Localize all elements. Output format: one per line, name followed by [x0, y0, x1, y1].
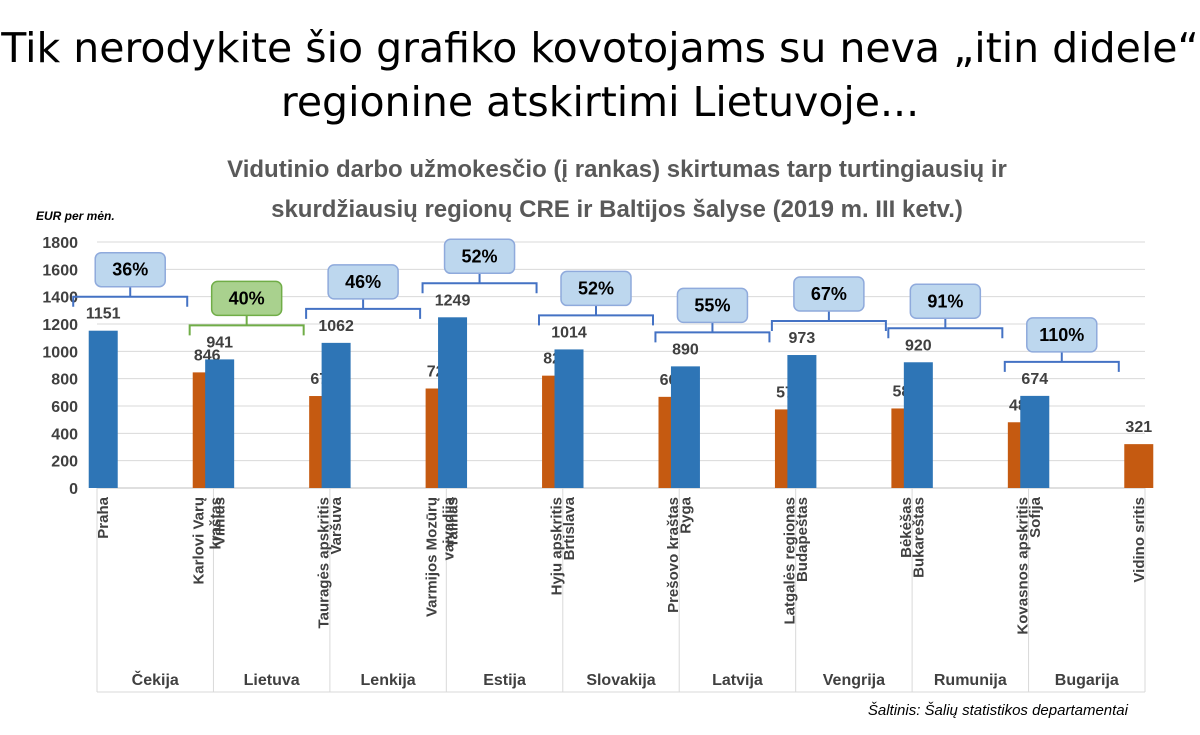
bar-rich	[1020, 395, 1050, 488]
gap-bracket	[305, 298, 422, 319]
gap-callout-label: 52%	[462, 246, 498, 266]
group-label: Rumunija	[934, 672, 1007, 689]
gap-callout-box	[676, 287, 749, 324]
y-tick-label: 1000	[42, 344, 78, 361]
group-label: Vengrija	[823, 672, 885, 689]
headline-line-1: Tik nerodykite šio grafiko kovotojams su…	[1, 24, 1199, 72]
y-tick-label: 400	[51, 426, 78, 443]
data-label-poor: 321	[1125, 419, 1152, 436]
y-tick-label: 0	[69, 481, 78, 498]
data-label-rich: 1151	[86, 306, 121, 323]
y-tick-label: 200	[51, 454, 78, 471]
group-label: Latvija	[712, 672, 763, 689]
category-label-rich: Praha	[95, 496, 112, 538]
y-tick-label: 1200	[42, 317, 78, 334]
bar-rich	[321, 342, 351, 488]
bar-rich	[903, 362, 933, 488]
data-label-rich: 941	[206, 334, 233, 351]
category-label-poor: Hyju apskritis	[549, 497, 566, 595]
y-tick-label: 600	[51, 399, 78, 416]
gap-bracket	[1003, 351, 1120, 372]
gap-callout-label: 52%	[578, 278, 614, 298]
category-label-rich: Bukareštas	[910, 497, 927, 578]
gap-bracket	[188, 315, 305, 336]
bar-rich	[205, 359, 235, 488]
data-label-rich: 1062	[318, 318, 354, 335]
gap-callout-label: 40%	[229, 288, 265, 308]
bar-rich	[787, 355, 817, 488]
category-label-rich: Talinas	[445, 497, 462, 548]
data-label-rich: 1249	[435, 292, 471, 309]
bar-rich	[670, 366, 700, 488]
bar-poor	[1124, 444, 1154, 488]
gap-callout-label: 110%	[1039, 325, 1084, 345]
gap-callout-box	[560, 270, 632, 307]
category-label-rich: Sofija	[1027, 496, 1044, 537]
y-axis-label: EUR per mėn.	[36, 209, 115, 223]
gap-callout-label: 46%	[345, 272, 381, 292]
data-label-rich: 973	[789, 330, 816, 347]
group-label: Lietuva	[244, 672, 300, 689]
gap-callout-label: 67%	[811, 284, 847, 304]
gap-callout-box	[793, 276, 865, 312]
data-label-rich: 890	[672, 341, 699, 358]
y-axis-ticks: 0 200 400 600 800 1000 1200 1400 1600 1800	[42, 235, 78, 498]
y-tick-label: 800	[51, 372, 78, 389]
gap-bracket	[887, 318, 1004, 339]
y-tick-label: 1800	[42, 235, 78, 252]
category-label-poor: Prešovo kraštas	[665, 497, 682, 613]
group-label: Čekija	[132, 670, 179, 689]
bar-rich	[438, 317, 468, 488]
gap-bracket	[72, 286, 189, 307]
gap-callout-box	[210, 280, 283, 317]
gap-callout-box	[443, 238, 516, 275]
y-tick-label: 1600	[42, 262, 78, 279]
chart-title-line-1: Vidutinio darbo užmokesčio (į rankas) sk…	[227, 156, 1007, 183]
gap-callout-label: 55%	[694, 295, 730, 315]
group-label: Slovakija	[586, 672, 655, 689]
source-note: Šaltinis: Šalių statistikos departamenta…	[867, 702, 1128, 719]
category-label-poor: vaivadija	[441, 496, 458, 560]
gap-callout-box	[327, 264, 399, 300]
category-label-poor: Karlovi Varų	[191, 497, 208, 585]
group-label: Estija	[483, 672, 526, 689]
category-label-rich: Varšuva	[328, 496, 345, 554]
data-label-rich: 1014	[551, 324, 587, 341]
group-label: Bugarija	[1055, 672, 1119, 689]
gap-callouts: 36% 40% 46% 52% 52% 55% 67% 91% 110%	[72, 238, 1120, 372]
category-label-poor: Latgalės regionas	[781, 497, 798, 625]
group-label: Lenkija	[361, 672, 416, 689]
bar-rich	[88, 330, 118, 488]
chart-title-line-2: skurdžiausių regionų CRE ir Baltijos šal…	[271, 196, 963, 223]
category-label-poor: Bėkėšas	[898, 497, 915, 558]
gap-callout-box	[909, 283, 982, 320]
gap-callout-label: 91%	[927, 291, 963, 311]
y-tick-label: 1400	[42, 290, 78, 307]
data-label-rich: 920	[905, 337, 932, 354]
gap-bracket	[654, 322, 771, 343]
category-label-rich: Ryga	[677, 496, 694, 533]
bar-rich	[554, 349, 584, 488]
category-label-poor: Varmijos Mozūrų	[424, 497, 441, 617]
gap-bracket	[770, 311, 887, 332]
gap-bracket	[538, 305, 654, 326]
category-label-poor: kraštas	[208, 497, 225, 550]
category-axis-table: Praha Karlovi Varų kraštas Čekija Vilnius Tau…	[95, 488, 1148, 693]
gap-callout-box	[1026, 317, 1098, 353]
headline-line-2: regionine atskirtimi Lietuvoje...	[280, 78, 920, 126]
category-label-poor: Kovasnos apskritis	[1014, 497, 1031, 635]
gap-callout-box	[94, 251, 166, 288]
category-label-rich: Budapeštas	[794, 497, 811, 582]
category-label-poor: Vidino sritis	[1131, 497, 1148, 583]
category-label-poor: Tauragės apskritis	[316, 497, 333, 628]
category-label-rich: Brtislava	[561, 496, 578, 560]
bars: 1151846941673106272812498221014667890575…	[86, 292, 1154, 488]
data-label-rich: 674	[1021, 371, 1048, 388]
gap-bracket	[421, 273, 538, 294]
gap-callout-label: 36%	[112, 260, 148, 280]
category-label-rich: Vilnius	[212, 497, 229, 546]
